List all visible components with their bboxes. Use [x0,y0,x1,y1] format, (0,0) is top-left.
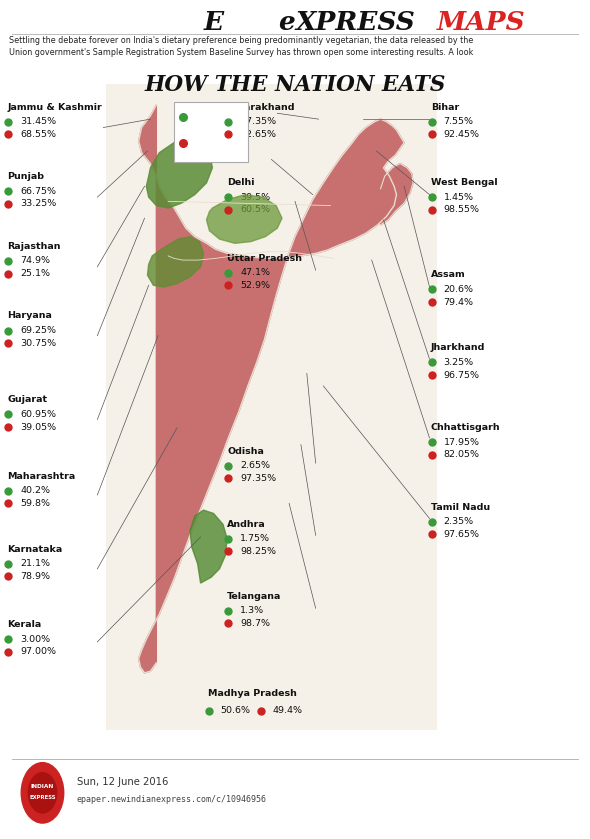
Polygon shape [381,164,413,225]
Text: West Bengal: West Bengal [431,178,497,187]
Text: 20.6%: 20.6% [444,285,474,294]
Bar [106,84,437,730]
Text: Madhya Pradesh: Madhya Pradesh [208,689,297,698]
Text: Veg: Veg [192,112,211,122]
Text: 66.75%: 66.75% [20,187,56,195]
Text: 40.2%: 40.2% [20,487,50,495]
Text: 74.9%: 74.9% [20,257,50,265]
Polygon shape [206,195,282,243]
Polygon shape [146,138,212,208]
Text: 1.45%: 1.45% [444,193,474,201]
Text: 98.55%: 98.55% [444,206,480,214]
Text: MAPS: MAPS [437,10,525,35]
Text: 33.25%: 33.25% [20,200,56,208]
Text: 60.95%: 60.95% [20,410,56,419]
Text: Non-veg: Non-veg [192,138,235,148]
Text: 30.75%: 30.75% [20,339,56,347]
Text: Uttarakhand: Uttarakhand [227,102,294,112]
Text: Jharkhand: Jharkhand [431,343,485,352]
Text: 78.9%: 78.9% [20,572,50,581]
Text: 27.35%: 27.35% [240,117,276,126]
Polygon shape [148,237,204,287]
Text: 97.65%: 97.65% [444,530,480,539]
Text: 68.55%: 68.55% [20,130,56,138]
Text: 1.75%: 1.75% [240,534,270,543]
Text: 60.5%: 60.5% [240,206,270,214]
Text: 82.05%: 82.05% [444,451,480,459]
Text: Chhattisgarh: Chhattisgarh [431,423,500,432]
Text: 49.4%: 49.4% [273,706,303,715]
Text: 59.8%: 59.8% [20,499,50,508]
Text: INDIAN: INDIAN [31,784,54,789]
Polygon shape [190,510,227,583]
Text: XPRESS: XPRESS [295,10,415,35]
Text: 31.45%: 31.45% [20,117,56,126]
Text: Andhra: Andhra [227,519,266,529]
Text: e: e [278,10,295,35]
Text: 97.35%: 97.35% [240,474,276,482]
Text: 21.1%: 21.1% [20,560,50,568]
Text: Kerala: Kerala [7,620,41,629]
Text: 39.5%: 39.5% [240,193,270,201]
Text: Haryana: Haryana [7,311,52,320]
Text: Telangana: Telangana [227,591,281,601]
Text: Maharashtra: Maharashtra [7,472,76,481]
Text: Tamil Nadu: Tamil Nadu [431,503,490,512]
Text: 52.9%: 52.9% [240,281,270,289]
Text: 97.00%: 97.00% [20,648,56,656]
Text: Punjab: Punjab [7,172,44,181]
Text: 79.4%: 79.4% [444,298,474,306]
Text: 2.65%: 2.65% [240,461,270,470]
Text: 69.25%: 69.25% [20,326,56,335]
Text: 92.45%: 92.45% [444,130,480,138]
Text: Sun, 12 June 2016: Sun, 12 June 2016 [77,777,168,787]
Text: 25.1%: 25.1% [20,269,50,278]
Text: Delhi: Delhi [227,178,255,187]
Circle shape [28,773,57,813]
Text: Rajasthan: Rajasthan [7,242,61,251]
Text: Settling the debate forever on India's dietary preference being predominantly ve: Settling the debate forever on India's d… [9,36,473,57]
Text: 98.7%: 98.7% [240,619,270,628]
Text: 72.65%: 72.65% [240,130,276,138]
Text: Karnataka: Karnataka [7,545,63,554]
Text: 1.3%: 1.3% [240,607,264,615]
Text: Uttar Pradesh: Uttar Pradesh [227,253,302,263]
Text: 50.6%: 50.6% [221,706,251,715]
Text: Assam: Assam [431,270,466,279]
Polygon shape [139,105,404,673]
Text: 3.25%: 3.25% [444,358,474,367]
Text: Odisha: Odisha [227,446,264,456]
Text: 47.1%: 47.1% [240,268,270,277]
Text: E: E [204,10,224,35]
FancyBboxPatch shape [174,102,248,162]
Text: 3.00%: 3.00% [20,635,50,644]
Text: 98.25%: 98.25% [240,547,276,555]
Text: 2.35%: 2.35% [444,518,474,526]
Text: EXPRESS: EXPRESS [30,795,55,800]
Text: Jammu & Kashmir: Jammu & Kashmir [7,102,102,112]
Text: epaper.newindianexpress.com/c/10946956: epaper.newindianexpress.com/c/10946956 [77,795,267,804]
Text: 7.55%: 7.55% [444,117,474,126]
Text: 17.95%: 17.95% [444,438,480,446]
Text: HOW THE NATION EATS: HOW THE NATION EATS [145,74,445,96]
Circle shape [21,763,64,823]
Text: Gujarat: Gujarat [7,395,47,404]
Text: 96.75%: 96.75% [444,371,480,379]
Text: 39.05%: 39.05% [20,423,56,431]
Text: Bihar: Bihar [431,102,459,112]
